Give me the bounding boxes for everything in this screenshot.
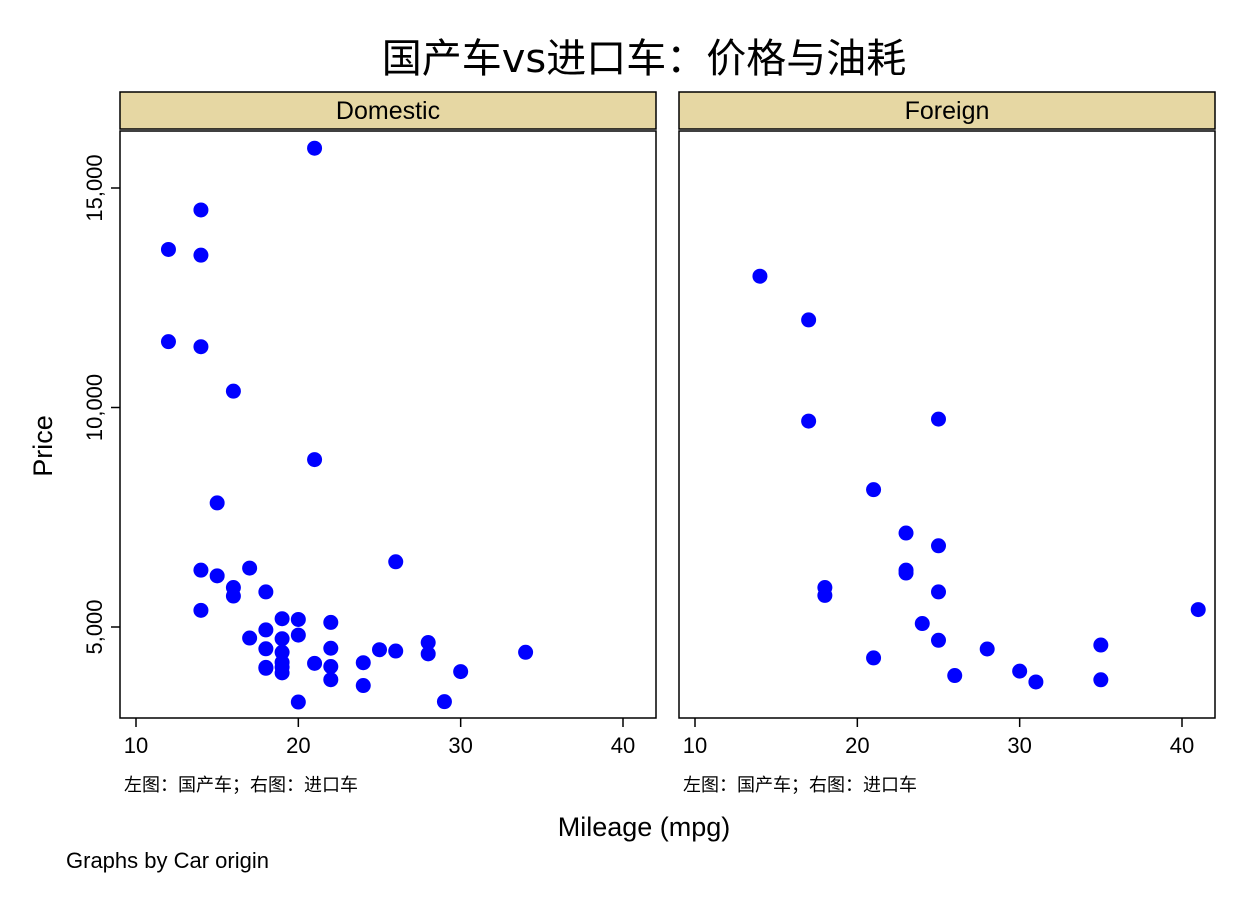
plot-area: [119, 130, 657, 719]
panel-note: 左图：国产车；右图：进口车: [683, 775, 917, 796]
data-point: [274, 631, 290, 647]
data-point: [290, 627, 306, 643]
data-point: [258, 641, 274, 657]
data-point: [160, 334, 176, 350]
data-point: [242, 560, 258, 576]
y-axis-title: Price: [28, 415, 58, 477]
data-point: [225, 588, 241, 604]
data-point: [193, 562, 209, 578]
panels: Domestic 10 20 30 40 5,000 10,000 15,000 左图：国产车；…: [82, 91, 1216, 796]
data-point: [258, 584, 274, 600]
data-point: [372, 642, 387, 658]
data-point: [801, 312, 817, 328]
data-point: [1190, 602, 1206, 618]
data-point: [1093, 637, 1109, 653]
data-point: [323, 659, 339, 675]
x-tick-label: 40: [1170, 733, 1194, 758]
data-point: [898, 565, 914, 581]
data-point: [209, 495, 225, 511]
data-point: [931, 411, 946, 427]
footer-note: Graphs by Car origin: [66, 848, 269, 873]
data-point: [290, 694, 306, 710]
data-point: [931, 538, 946, 554]
data-point: [160, 241, 176, 257]
data-point: [193, 602, 209, 618]
data-point: [388, 554, 404, 570]
data-point: [436, 694, 452, 710]
panel-strip: [678, 91, 1216, 130]
x-tick-label: 10: [683, 733, 707, 758]
plot-area: [678, 130, 1216, 719]
panel-strip-label: Domestic: [336, 97, 440, 125]
data-point: [355, 655, 371, 671]
data-point: [193, 339, 209, 355]
x-tick-label: 30: [1007, 733, 1031, 758]
data-point: [258, 622, 274, 638]
data-point: [209, 568, 225, 584]
data-point: [355, 678, 371, 694]
data-point: [453, 664, 469, 680]
data-point: [274, 665, 290, 681]
data-point: [323, 640, 339, 656]
data-point: [752, 268, 768, 284]
data-point: [1028, 674, 1044, 690]
data-point: [258, 660, 274, 676]
data-point: [817, 587, 833, 603]
data-point: [193, 247, 209, 263]
x-tick-label: 10: [124, 733, 148, 758]
y-tick-label: 5,000: [82, 599, 107, 654]
data-point: [931, 632, 946, 648]
data-point: [274, 611, 290, 627]
y-tick-label: 15,000: [82, 154, 107, 221]
x-tick-label: 20: [286, 733, 310, 758]
panel-strip-label: Foreign: [905, 97, 990, 125]
data-point: [898, 525, 914, 541]
data-point: [323, 614, 339, 630]
data-point: [1012, 663, 1028, 679]
data-point: [914, 616, 930, 632]
data-point: [518, 644, 534, 660]
x-tick-label: 20: [845, 733, 869, 758]
x-tick-label: 40: [611, 733, 635, 758]
data-point: [947, 668, 963, 684]
y-tick-label: 10,000: [82, 374, 107, 441]
panel-foreign: Foreign 10 20 30 40 左图：国产车；右图：进口车: [678, 91, 1216, 796]
chart-title: 国产车vs进口车：价格与油耗: [382, 36, 907, 82]
panel-domestic: Domestic 10 20 30 40 5,000 10,000 15,000 左图：国产车；…: [82, 91, 657, 796]
data-point: [323, 672, 339, 688]
data-point: [290, 611, 306, 627]
data-point: [1093, 672, 1109, 688]
x-tick-label: 30: [448, 733, 472, 758]
data-point: [193, 202, 209, 218]
data-point: [931, 584, 946, 600]
panel-strip: [119, 91, 657, 130]
data-point: [866, 650, 882, 666]
data-point: [225, 383, 241, 399]
data-point: [307, 655, 323, 671]
data-point: [307, 452, 323, 468]
data-point: [801, 413, 817, 429]
data-point: [420, 634, 436, 650]
data-point: [866, 482, 882, 498]
data-point: [979, 641, 995, 657]
data-point: [307, 140, 323, 156]
data-point: [420, 646, 436, 662]
data-point: [242, 630, 258, 646]
data-point: [388, 643, 404, 659]
x-axis-title: Mileage (mpg): [558, 812, 731, 842]
panel-note: 左图：国产车；右图：进口车: [124, 775, 358, 796]
